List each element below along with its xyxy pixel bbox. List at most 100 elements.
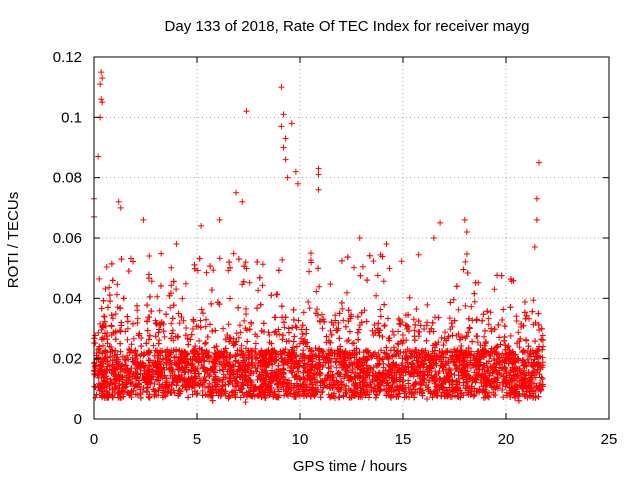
data-point (282, 346, 289, 353)
data-point (96, 275, 103, 282)
data-point (207, 263, 214, 270)
data-point (318, 311, 325, 318)
data-point (409, 360, 416, 367)
data-point (344, 338, 351, 345)
data-point (345, 337, 352, 344)
data-point (481, 342, 488, 349)
data-point (473, 317, 480, 324)
data-point (287, 364, 294, 371)
data-point (188, 331, 195, 338)
data-point (104, 360, 111, 367)
data-point (484, 308, 491, 315)
data-point (450, 296, 457, 303)
data-point (464, 354, 471, 361)
data-point (378, 347, 385, 354)
data-point (252, 383, 259, 390)
data-point (128, 365, 135, 372)
data-point (177, 388, 184, 395)
data-point (222, 345, 229, 352)
data-point (512, 365, 519, 372)
data-point (162, 349, 169, 356)
data-point (370, 350, 377, 357)
data-point (519, 349, 526, 356)
data-point (166, 292, 173, 299)
data-point (455, 354, 462, 361)
data-point (411, 327, 418, 334)
data-point (536, 343, 543, 350)
data-point (379, 355, 386, 362)
data-point (335, 319, 342, 326)
data-point (127, 391, 134, 398)
data-point (267, 350, 274, 357)
data-point (408, 390, 415, 397)
data-point (463, 251, 470, 258)
data-point (335, 394, 342, 401)
data-point (462, 302, 469, 309)
data-point (433, 371, 440, 378)
data-point (117, 340, 124, 347)
data-point (382, 377, 389, 384)
data-point (177, 356, 184, 363)
data-point (466, 325, 473, 332)
data-point (160, 321, 167, 328)
data-point (103, 264, 110, 271)
data-point (333, 355, 340, 362)
data-point (296, 340, 303, 347)
data-point (450, 358, 457, 365)
data-point (511, 376, 518, 383)
data-point (118, 256, 125, 263)
data-point (125, 376, 132, 383)
data-point (137, 370, 144, 377)
data-point (363, 357, 370, 364)
data-point (319, 388, 326, 395)
data-point (232, 353, 239, 360)
data-point (301, 364, 308, 371)
data-point (372, 349, 379, 356)
data-point (208, 286, 215, 293)
data-point (169, 327, 176, 334)
data-point (280, 347, 287, 354)
data-point (407, 371, 414, 378)
data-point (156, 326, 163, 333)
data-point (328, 363, 335, 370)
data-point (199, 350, 206, 357)
data-point (103, 383, 110, 390)
data-point (342, 323, 349, 330)
data-point (248, 319, 255, 326)
data-point (167, 364, 174, 371)
data-point (269, 347, 276, 354)
data-point (130, 358, 137, 365)
data-point (236, 387, 243, 394)
data-point (205, 384, 212, 391)
data-point (436, 354, 443, 361)
data-point (380, 360, 387, 367)
data-point (333, 364, 340, 371)
data-point (346, 349, 353, 356)
data-point (153, 319, 160, 326)
data-point (449, 379, 456, 386)
data-point (487, 309, 494, 316)
data-point (253, 354, 260, 361)
data-point (210, 366, 217, 373)
data-point (210, 358, 217, 365)
data-point (539, 354, 546, 361)
data-point (176, 320, 183, 327)
data-point (100, 342, 107, 349)
data-point (481, 388, 488, 395)
data-point (125, 369, 132, 376)
data-point (351, 390, 358, 397)
data-point (114, 281, 121, 288)
data-point (285, 329, 292, 336)
data-point (271, 390, 278, 397)
data-point (222, 374, 229, 381)
data-point (476, 356, 483, 363)
data-point (134, 319, 141, 326)
data-point (362, 374, 369, 381)
data-point (491, 326, 498, 333)
data-point (220, 325, 227, 332)
data-point (153, 391, 160, 398)
data-point (124, 336, 131, 343)
data-point (272, 328, 279, 335)
data-point (240, 278, 247, 285)
data-point (373, 362, 380, 369)
